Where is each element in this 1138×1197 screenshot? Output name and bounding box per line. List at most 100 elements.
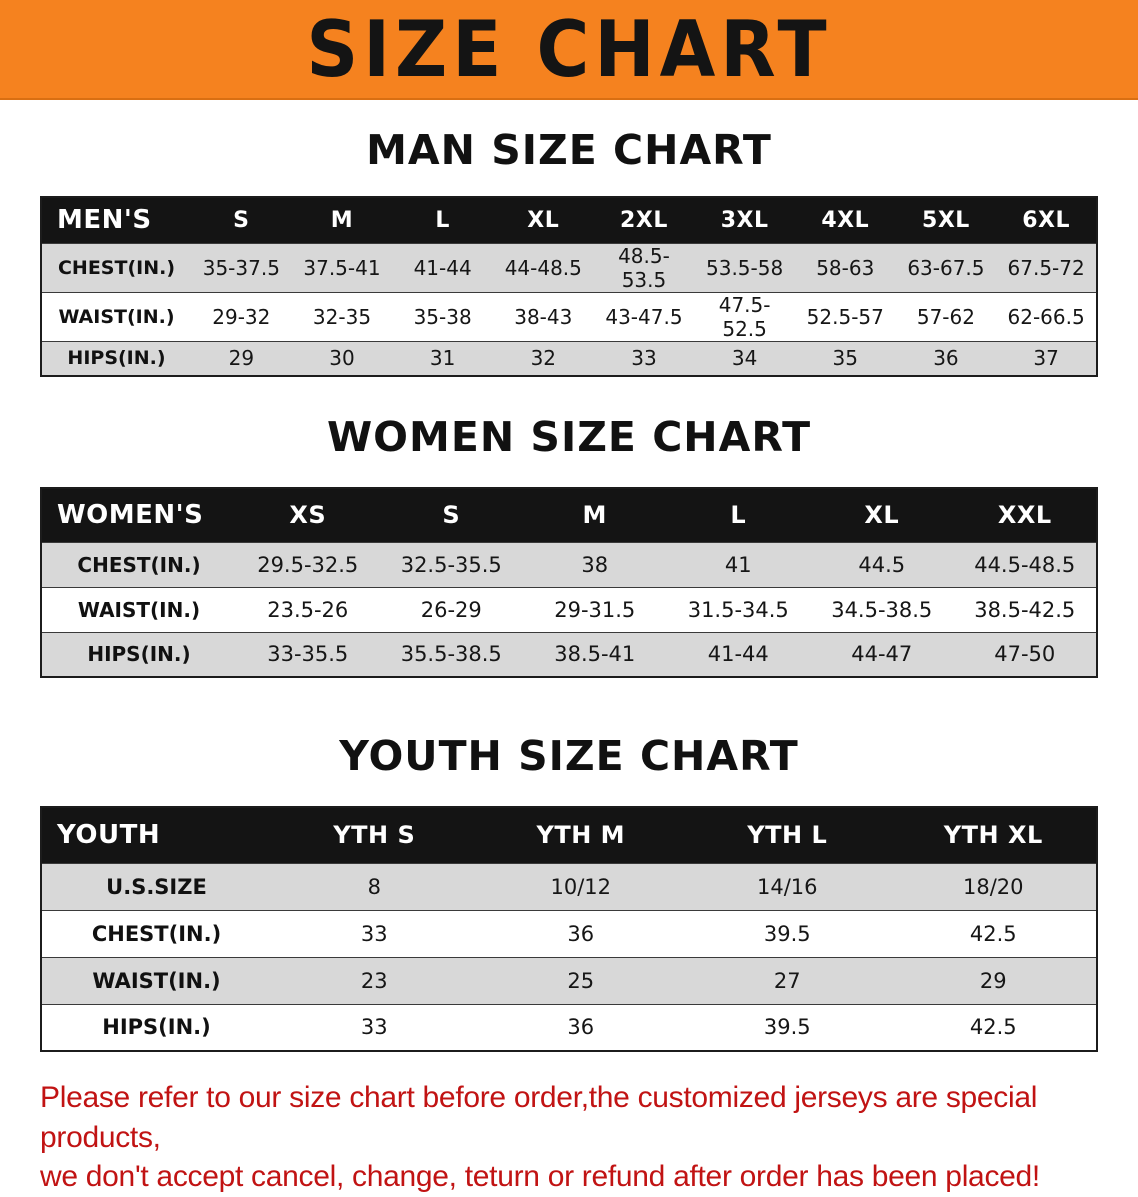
size-value-cell: 29: [228, 346, 255, 371]
table-header-row: MEN'S S M L XL 2XL 3XL 4XL 5XL 6XL: [41, 197, 1097, 243]
size-value-cell: 57-62: [916, 304, 975, 329]
row-label: WAIST(IN.): [77, 597, 201, 622]
men-section-heading: MAN SIZE CHART: [366, 126, 772, 174]
size-column-header: YTH L: [747, 821, 828, 850]
size-value-cell: 42.5: [969, 1015, 1017, 1040]
size-value-cell: 35.5-38.5: [400, 642, 502, 667]
table-title-cell: YOUTH: [57, 820, 161, 851]
size-value-cell: 39.5: [763, 1015, 811, 1040]
row-label: HIPS(IN.): [67, 347, 166, 370]
size-value-cell: 35-38: [413, 304, 472, 329]
size-value-cell: 14/16: [756, 874, 818, 899]
size-column-header: XL: [527, 207, 560, 233]
size-value-cell: 44-47: [851, 642, 913, 667]
table-row: HIPS(IN.) 29 30 31 32 33 34 35 36 37: [41, 341, 1097, 376]
youth-section-heading: YOUTH SIZE CHART: [339, 732, 799, 780]
size-value-cell: 44.5: [858, 552, 906, 577]
row-label: CHEST(IN.): [77, 552, 201, 577]
size-column-header: XL: [864, 501, 900, 530]
size-value-cell: 33: [631, 346, 657, 371]
size-value-cell: 36: [933, 346, 959, 371]
size-value-cell: 38.5-41: [554, 642, 636, 667]
table-row: U.S.SIZE 8 10/12 14/16 18/20: [41, 863, 1097, 910]
size-value-cell: 41: [724, 552, 752, 577]
table-row: WAIST(IN.) 23.5-26 26-29 29-31.5 31.5-34.5 34…: [41, 587, 1097, 632]
size-column-header: YTH S: [333, 821, 416, 850]
table-row: CHEST(IN.) 29.5-32.5 32.5-35.5 38 41 44.5 44.5…: [41, 542, 1097, 587]
table-row: WAIST(IN.) 29-32 32-35 35-38 38-43 43-47.5 47.…: [41, 292, 1097, 341]
men-size-table: MEN'S S M L XL 2XL 3XL 4XL 5XL 6XL CHEST(IN.) 35-37…: [40, 196, 1098, 377]
size-value-cell: 31: [429, 346, 456, 371]
disclaimer: Please refer to our size chart before or…: [40, 1078, 1100, 1197]
row-label: CHEST(IN.): [57, 256, 176, 279]
women-section: WOMEN SIZE CHART WOMEN'S XS S M L XL XXL CHEST(…: [0, 413, 1138, 678]
size-value-cell: 30: [329, 346, 355, 371]
size-column-header: S: [233, 207, 250, 233]
size-value-cell: 41-44: [413, 255, 472, 280]
row-label: HIPS(IN.): [87, 642, 191, 667]
size-column-header: M: [330, 207, 354, 233]
size-value-cell: 32: [530, 346, 557, 371]
row-label: WAIST(IN.): [58, 305, 175, 328]
row-label: CHEST(IN.): [91, 921, 222, 946]
size-value-cell: 23.5-26: [267, 597, 349, 622]
size-value-cell: 25: [567, 968, 595, 993]
size-value-cell: 44-48.5: [504, 255, 582, 280]
size-value-cell: 41-44: [707, 642, 769, 667]
disclaimer-line-1: Please refer to our size chart before or…: [40, 1081, 1038, 1154]
size-value-cell: 18/20: [962, 874, 1024, 899]
size-column-header: 4XL: [821, 207, 870, 233]
youth-size-table: YOUTH YTH S YTH M YTH L YTH XL U.S.SIZE 8 10/12…: [40, 806, 1098, 1052]
size-value-cell: 33: [360, 921, 388, 946]
size-value-cell: 35: [832, 346, 858, 371]
size-value-cell: 33: [360, 1015, 388, 1040]
size-column-header: 3XL: [720, 207, 769, 233]
banner: SIZE CHART: [0, 0, 1138, 100]
size-value-cell: 8: [367, 874, 381, 899]
table-header-row: WOMEN'S XS S M L XL XXL: [41, 488, 1097, 542]
size-value-cell: 29: [979, 968, 1007, 993]
size-value-cell: 26-29: [420, 597, 482, 622]
size-value-cell: 43-47.5: [605, 304, 683, 329]
table-row: WAIST(IN.) 23 25 27 29: [41, 957, 1097, 1004]
size-column-header: S: [442, 501, 461, 530]
size-value-cell: 67.5-72: [1007, 255, 1085, 280]
row-label: U.S.SIZE: [106, 874, 207, 899]
size-value-cell: 44.5-48.5: [974, 552, 1076, 577]
size-value-cell: 58-63: [816, 255, 875, 280]
row-label: HIPS(IN.): [102, 1015, 211, 1040]
size-value-cell: 63-67.5: [907, 255, 985, 280]
size-value-cell: 10/12: [550, 874, 612, 899]
size-value-cell: 23: [360, 968, 388, 993]
size-column-header: 5XL: [922, 207, 970, 233]
men-section: MAN SIZE CHART MEN'S S M L XL 2XL 3XL 4XL 5XL 6XL…: [0, 126, 1138, 377]
size-value-cell: 34.5-38.5: [831, 597, 933, 622]
table-row: CHEST(IN.) 33 36 39.5 42.5: [41, 910, 1097, 957]
size-column-header: 6XL: [1022, 207, 1071, 233]
size-value-cell: 35-37.5: [202, 255, 280, 280]
row-label: WAIST(IN.): [92, 968, 221, 993]
size-column-header: XXL: [997, 501, 1052, 530]
size-value-cell: 34: [731, 346, 758, 371]
women-section-heading: WOMEN SIZE CHART: [326, 413, 812, 461]
size-value-cell: 33-35.5: [267, 642, 349, 667]
size-value-cell: 38.5-42.5: [974, 597, 1076, 622]
size-value-cell: 36: [567, 921, 595, 946]
size-value-cell: 31.5-34.5: [687, 597, 789, 622]
size-value-cell: 32-35: [312, 304, 372, 329]
table-title-cell: MEN'S: [57, 205, 152, 236]
table-row: HIPS(IN.) 33 36 39.5 42.5: [41, 1004, 1097, 1051]
size-value-cell: 38-43: [514, 304, 573, 329]
disclaimer-line-2: we don't accept cancel, change, teturn o…: [40, 1160, 1040, 1194]
size-value-cell: 36: [567, 1015, 595, 1040]
size-column-header: L: [730, 501, 747, 530]
youth-section: YOUTH SIZE CHART YOUTH YTH S YTH M YTH L YTH…: [0, 732, 1138, 1052]
size-value-cell: 38: [581, 552, 609, 577]
table-title-cell: WOMEN'S: [57, 500, 204, 531]
size-value-cell: 27: [773, 968, 801, 993]
size-column-header: YTH XL: [943, 821, 1043, 850]
banner-title: SIZE CHART: [306, 3, 832, 95]
size-value-cell: 29.5-32.5: [257, 552, 359, 577]
size-column-header: 2XL: [620, 207, 668, 233]
size-value-cell: 53.5-58: [706, 255, 784, 280]
